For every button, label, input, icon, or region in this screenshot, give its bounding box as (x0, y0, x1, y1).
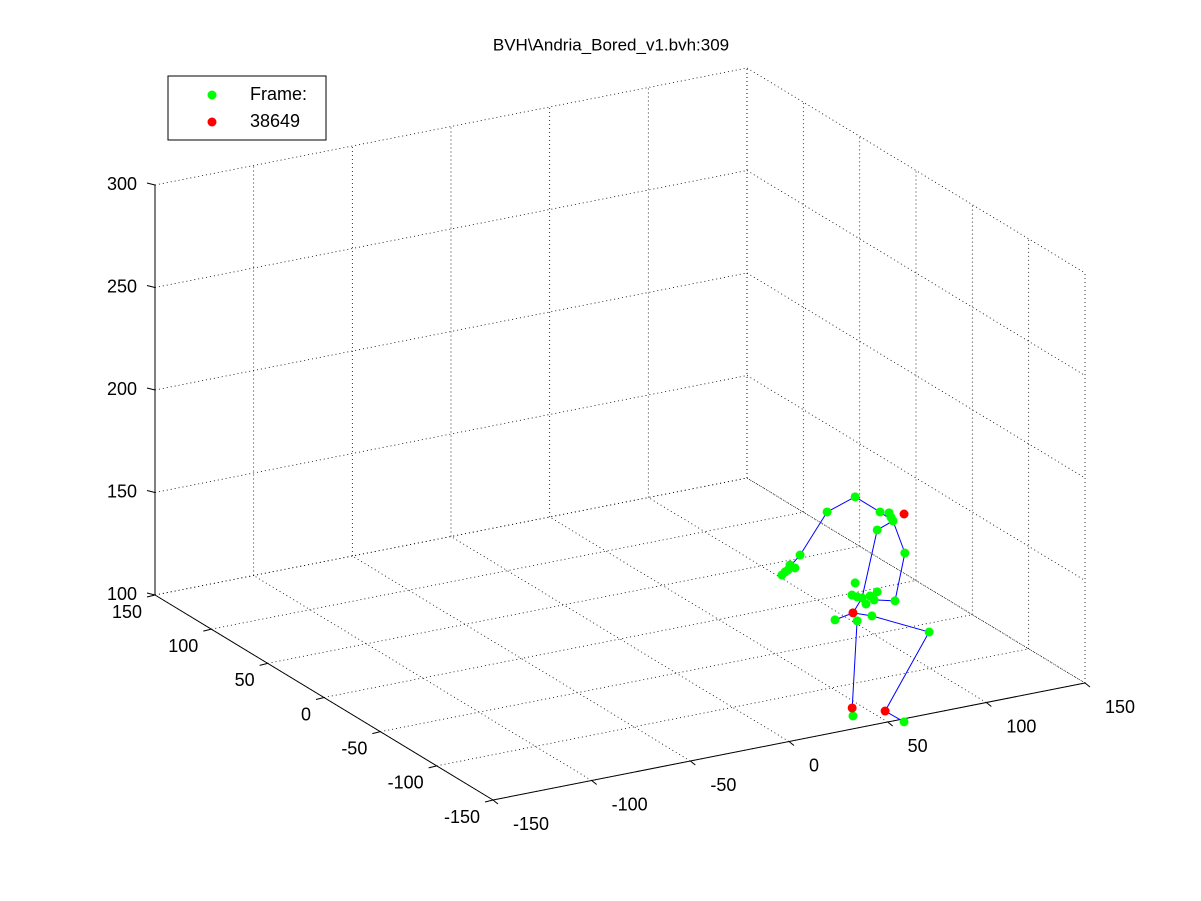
point (872, 587, 882, 597)
point (852, 616, 862, 626)
x-tick (591, 780, 597, 785)
grid-line (154, 375, 748, 493)
grid-line (154, 272, 748, 391)
point (867, 611, 877, 621)
legend-marker (207, 117, 217, 127)
x-tick (986, 702, 992, 707)
point (924, 627, 934, 637)
point (869, 595, 879, 605)
x-tick-label: 0 (809, 755, 819, 775)
y-tick-label: -50 (341, 738, 367, 758)
x-tick (887, 721, 893, 727)
z-tick-label: 300 (107, 174, 137, 194)
x-tick-label: 150 (1105, 697, 1135, 717)
point (850, 578, 860, 588)
grid-line (323, 580, 917, 698)
z-tick (146, 592, 156, 596)
x-tick (690, 760, 696, 766)
x-tick-label: 100 (1006, 716, 1036, 736)
point (886, 512, 896, 522)
point (848, 711, 858, 721)
point (848, 608, 858, 618)
point (861, 599, 871, 609)
point (822, 507, 832, 517)
point (783, 565, 793, 575)
y-tick (203, 628, 212, 632)
y-tick (428, 765, 437, 769)
y-tick-label: 150 (112, 602, 142, 622)
x-tick-label: 50 (908, 736, 928, 756)
y-tick-label: 100 (168, 636, 198, 656)
point (847, 703, 857, 713)
z-tick-label: 200 (107, 379, 137, 399)
z-tick (146, 182, 156, 186)
y-tick-label: -100 (388, 773, 424, 793)
x-tick (492, 799, 499, 805)
point (777, 570, 787, 580)
point (795, 550, 805, 560)
grid-line (380, 614, 973, 733)
y-tick-label: 50 (235, 670, 255, 690)
z-tick-label: 100 (107, 584, 137, 604)
grid-line (154, 67, 748, 186)
x-tick-label: -150 (513, 814, 549, 834)
point (890, 596, 900, 606)
z-tick-label: 150 (107, 481, 137, 501)
y-tick (484, 799, 494, 803)
z-tick-label: 250 (107, 276, 137, 296)
y-tick-label: 0 (301, 704, 311, 724)
legend-box (167, 75, 327, 141)
grid-line (436, 648, 1029, 767)
y-tick (146, 594, 156, 598)
y-tick (259, 662, 268, 666)
grid-line (267, 545, 860, 664)
point (872, 525, 882, 535)
point (875, 507, 885, 517)
x-tick-label: -50 (710, 775, 736, 795)
point (899, 717, 909, 727)
y-tick (315, 697, 325, 700)
x-tick (1084, 682, 1091, 688)
point (880, 706, 890, 716)
point (790, 563, 800, 573)
x-tick (788, 741, 795, 746)
y-tick (372, 731, 381, 735)
x-tick-label: -100 (612, 794, 648, 814)
point (899, 509, 909, 519)
z-tick (146, 387, 156, 391)
legend-marker (207, 90, 217, 100)
grid-line (154, 170, 748, 288)
legend-label: 38649 (250, 111, 300, 131)
z-tick (146, 490, 156, 493)
y-tick-label: -150 (444, 807, 480, 827)
chart-title: BVH\Andria_Bored_v1.bvh:309 (493, 35, 729, 54)
legend-label: Frame: (250, 84, 307, 104)
grid-line (211, 511, 804, 630)
point (900, 548, 910, 558)
grid-line (154, 477, 748, 596)
z-tick (146, 285, 156, 288)
point (830, 615, 840, 625)
point (850, 492, 860, 502)
